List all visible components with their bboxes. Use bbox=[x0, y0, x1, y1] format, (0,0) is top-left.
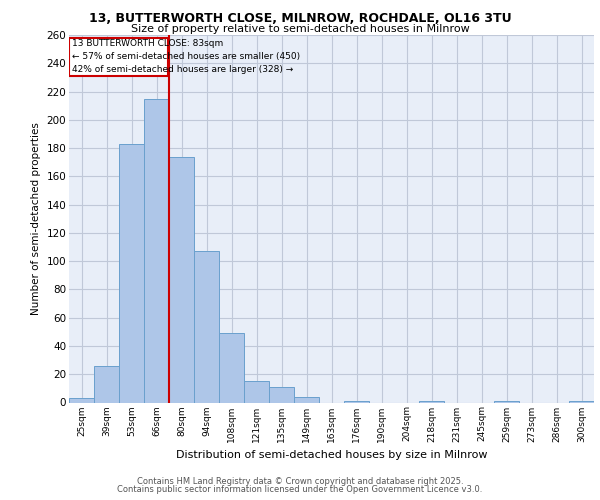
Text: Contains public sector information licensed under the Open Government Licence v3: Contains public sector information licen… bbox=[118, 485, 482, 494]
Bar bbox=[94, 366, 119, 403]
Bar bbox=[494, 401, 519, 402]
Text: Contains HM Land Registry data © Crown copyright and database right 2025.: Contains HM Land Registry data © Crown c… bbox=[137, 477, 463, 486]
Text: Size of property relative to semi-detached houses in Milnrow: Size of property relative to semi-detach… bbox=[131, 24, 469, 34]
Text: 13, BUTTERWORTH CLOSE, MILNROW, ROCHDALE, OL16 3TU: 13, BUTTERWORTH CLOSE, MILNROW, ROCHDALE… bbox=[89, 12, 511, 26]
FancyBboxPatch shape bbox=[69, 38, 168, 76]
Y-axis label: Number of semi-detached properties: Number of semi-detached properties bbox=[31, 122, 41, 315]
X-axis label: Distribution of semi-detached houses by size in Milnrow: Distribution of semi-detached houses by … bbox=[176, 450, 487, 460]
Bar bbox=[219, 333, 244, 402]
Bar bbox=[294, 397, 319, 402]
Bar bbox=[244, 382, 269, 402]
Bar bbox=[569, 401, 594, 402]
Bar bbox=[269, 387, 294, 402]
Bar bbox=[119, 144, 144, 403]
Bar bbox=[144, 98, 169, 403]
Bar bbox=[194, 252, 219, 402]
Bar bbox=[344, 401, 369, 402]
Bar bbox=[69, 398, 94, 402]
Text: 13 BUTTERWORTH CLOSE: 83sqm
← 57% of semi-detached houses are smaller (450)
42% : 13 BUTTERWORTH CLOSE: 83sqm ← 57% of sem… bbox=[72, 39, 300, 74]
Bar bbox=[419, 401, 444, 402]
Bar bbox=[169, 156, 194, 402]
